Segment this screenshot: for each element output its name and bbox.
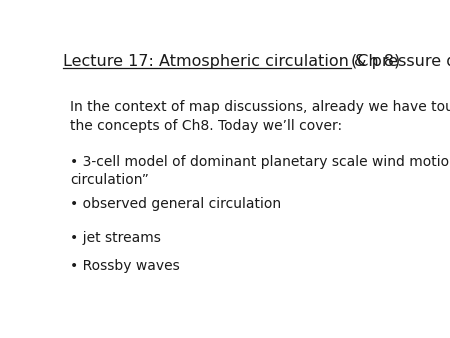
Text: (Ch 8): (Ch 8) [351,54,400,69]
Text: Lecture 17: Atmospheric circulation & pressure distrib’ns: Lecture 17: Atmospheric circulation & pr… [63,54,450,69]
Text: In the context of map discussions, already we have touched on a few of
the conce: In the context of map discussions, alrea… [70,100,450,133]
Text: • 3-cell model of dominant planetary scale wind motions, or “general
circulation: • 3-cell model of dominant planetary sca… [70,155,450,188]
Text: • observed general circulation: • observed general circulation [70,197,281,211]
Text: • jet streams: • jet streams [70,231,161,245]
Text: • Rossby waves: • Rossby waves [70,259,180,273]
